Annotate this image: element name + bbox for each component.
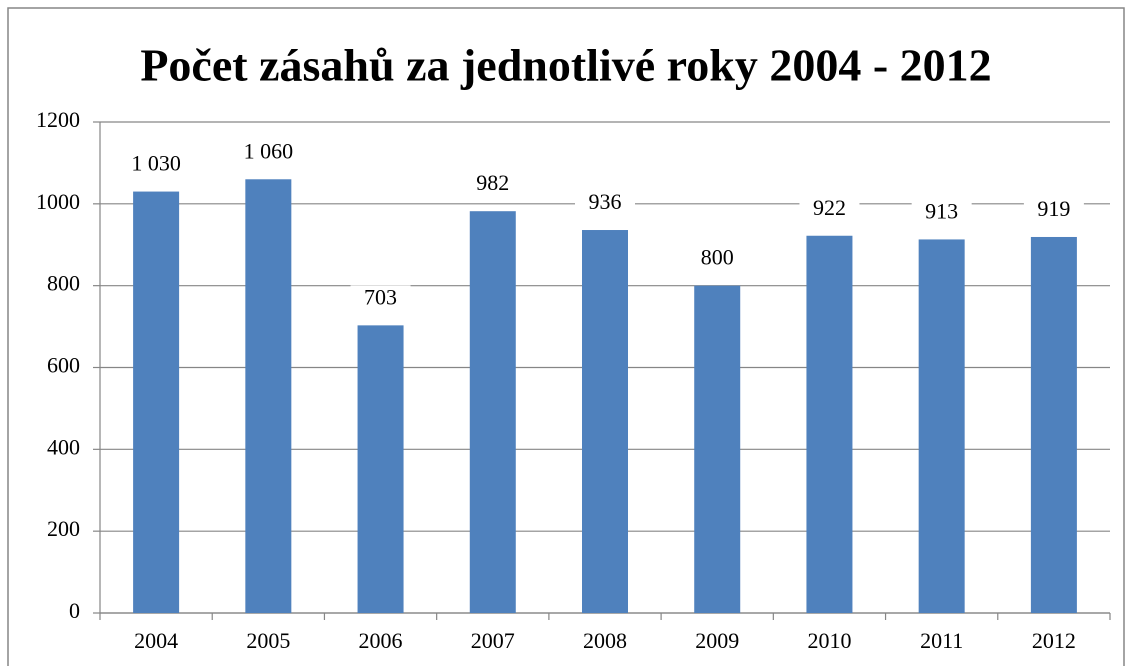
bar bbox=[694, 285, 741, 613]
value-label: 703 bbox=[364, 284, 397, 309]
x-tick-label: 2007 bbox=[471, 628, 515, 653]
value-label: 922 bbox=[813, 195, 846, 220]
y-tick-label: 1200 bbox=[36, 107, 80, 132]
x-tick-label: 2008 bbox=[583, 628, 627, 653]
bar bbox=[133, 191, 180, 613]
value-label-bg bbox=[238, 139, 299, 168]
x-tick-label: 2006 bbox=[359, 628, 403, 653]
value-label: 913 bbox=[925, 198, 958, 223]
y-tick-label: 600 bbox=[47, 353, 80, 378]
value-label: 800 bbox=[701, 245, 734, 270]
value-label-bg bbox=[462, 171, 523, 200]
value-label-bg bbox=[799, 195, 860, 224]
y-tick-label: 1000 bbox=[36, 189, 80, 214]
y-tick-label: 0 bbox=[69, 598, 80, 623]
x-tick-label: 2010 bbox=[807, 628, 851, 653]
value-label-bg bbox=[1023, 196, 1084, 225]
x-tick-label: 2011 bbox=[920, 628, 963, 653]
bar bbox=[469, 211, 516, 613]
value-label: 919 bbox=[1037, 196, 1070, 221]
bar bbox=[357, 325, 404, 613]
value-label: 1 030 bbox=[131, 151, 181, 176]
y-tick-label: 400 bbox=[47, 434, 80, 459]
bar bbox=[582, 230, 628, 613]
x-tick-label: 2012 bbox=[1032, 628, 1076, 653]
bar bbox=[245, 179, 292, 614]
value-label: 936 bbox=[589, 189, 622, 214]
y-tick-label: 800 bbox=[47, 271, 80, 296]
y-tick-label: 200 bbox=[47, 516, 80, 541]
bar bbox=[806, 235, 853, 613]
value-label-bg bbox=[687, 245, 748, 274]
x-tick-label: 2004 bbox=[134, 628, 178, 653]
x-tick-label: 2009 bbox=[695, 628, 739, 653]
value-label: 1 060 bbox=[244, 138, 294, 163]
value-label-bg bbox=[350, 285, 411, 314]
value-label-bg bbox=[126, 151, 187, 180]
x-tick-label: 2005 bbox=[246, 628, 290, 653]
value-label: 982 bbox=[476, 170, 509, 195]
value-label-bg bbox=[911, 199, 972, 228]
bar bbox=[918, 239, 965, 613]
chart-title: Počet zásahů za jednotlivé roky 2004 - 2… bbox=[140, 40, 991, 91]
value-label-bg bbox=[575, 190, 635, 219]
bar bbox=[1030, 236, 1077, 613]
